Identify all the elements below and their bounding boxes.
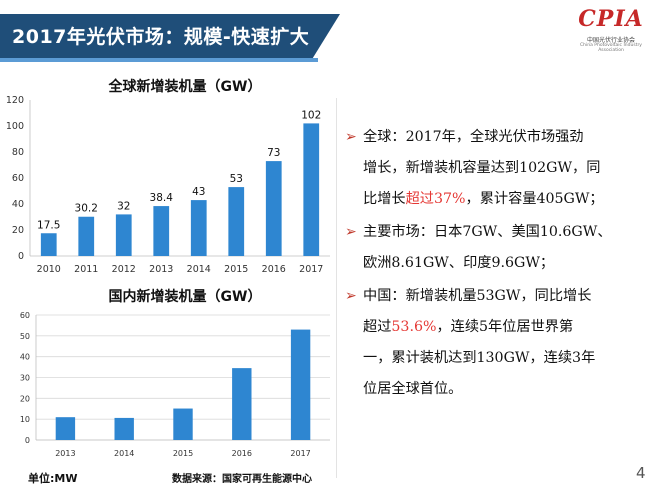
x-tick-label: 2015 — [224, 264, 248, 275]
y-tick-label: 30 — [20, 374, 30, 383]
x-tick-label: 2013 — [149, 264, 173, 275]
data-label: 32 — [117, 200, 130, 212]
bar-2016 — [232, 368, 252, 440]
bullet-text: 超过 — [363, 319, 392, 335]
x-tick-label: 2010 — [37, 264, 61, 275]
bullet-text: 中国：新增装机量53GW，同比增长 — [363, 288, 592, 304]
y-tick-label: 100 — [6, 121, 24, 132]
bar-2017 — [290, 329, 311, 440]
logo-sub-en-text: China Photovoltaic Industry Association — [580, 43, 642, 53]
arrow-bullet-icon: ➢ — [345, 129, 357, 145]
x-tick-label: 2012 — [112, 264, 136, 275]
bar-2015 — [228, 187, 245, 256]
bullet-line: 主要市场：日本7GW、美国10.6GW、 — [363, 217, 655, 248]
cpia-logo: CPIA 中国光伏行业协会 China Photovoltaic Industr… — [568, 6, 654, 53]
bullet-text: 全球：2017年，全球光伏市场强劲 — [363, 129, 584, 145]
bullet-text: 位居全球首位。 — [363, 381, 463, 397]
data-source: 数据来源：国家可再生能源中心 — [172, 474, 312, 485]
logo-sub-text: 中国光伏行业协会 — [586, 37, 635, 44]
y-tick-label: 40 — [20, 353, 30, 362]
highlight-text: 超过37% — [405, 191, 466, 207]
bullet-text: 比增长 — [363, 191, 406, 207]
x-tick-label: 2017 — [290, 449, 310, 458]
bullet-line: 超过53.6%，连续5年位居世界第 — [363, 312, 655, 343]
bullet-text: ，连续5年位居世界第 — [436, 319, 574, 335]
title-bar: 2017年光伏市场：规模-快速扩大 — [0, 14, 340, 58]
x-tick-label: 2015 — [173, 449, 193, 458]
bar-2014 — [190, 200, 207, 256]
bullet-item: ➢ 主要市场：日本7GW、美国10.6GW、 欧洲8.61GW、印度9.6GW； — [343, 217, 655, 279]
bar-2015 — [173, 408, 193, 440]
bullet-line: 一，累计装机达到130GW，连续3年 — [363, 343, 655, 374]
title-bar-accent — [0, 58, 318, 62]
x-tick-label: 2017 — [299, 264, 323, 275]
highlight-text: 53.6% — [391, 319, 437, 335]
y-tick-label: 20 — [20, 394, 30, 403]
y-tick-label: 0 — [25, 436, 30, 445]
domestic-chart-title: 国内新增装机量（GW） — [108, 289, 262, 305]
bullet-line: 比增长超过37%，累计容量405GW； — [363, 184, 655, 215]
bar-2010 — [40, 233, 57, 256]
bullet-line: 全球：2017年，全球光伏市场强劲 — [363, 122, 655, 153]
data-label: 43 — [192, 186, 205, 198]
bar-2011 — [78, 216, 95, 256]
bar-2012 — [115, 214, 132, 256]
x-tick-label: 2013 — [55, 449, 75, 458]
bullet-item: ➢ 中国：新增装机量53GW，同比增长 超过53.6%，连续5年位居世界第 一，累计装… — [343, 281, 655, 405]
bullet-line: 增长，新增装机容量达到102GW，同 — [363, 153, 655, 184]
bullet-line: 中国：新增装机量53GW，同比增长 — [363, 281, 655, 312]
data-label: 38.4 — [150, 192, 174, 204]
data-label: 102 — [301, 109, 321, 121]
global-chart-title: 全球新增装机量（GW） — [108, 79, 262, 95]
arrow-bullet-icon: ➢ — [345, 288, 357, 304]
bar-2014 — [114, 417, 134, 440]
data-label: 17.5 — [37, 219, 60, 231]
y-tick-label: 50 — [20, 332, 30, 341]
y-tick-label: 120 — [6, 95, 24, 106]
x-tick-label: 2016 — [262, 264, 286, 275]
bullet-text: 欧洲8.61GW、印度9.6GW； — [363, 255, 555, 271]
bullet-item: ➢ 全球：2017年，全球光伏市场强劲 增长，新增装机容量达到102GW，同 比增长超… — [343, 122, 655, 215]
bullet-text: ，累计容量405GW； — [465, 191, 604, 207]
x-tick-label: 2014 — [187, 264, 211, 275]
y-tick-label: 10 — [20, 415, 30, 424]
y-tick-label: 40 — [12, 199, 24, 210]
y-tick-label: 60 — [20, 311, 30, 320]
slide-title: 2017年光伏市场：规模-快速扩大 — [12, 26, 310, 48]
x-tick-label: 2011 — [74, 264, 98, 275]
bullet-line: 欧洲8.61GW、印度9.6GW； — [363, 248, 655, 279]
unit-label: 单位:MW — [28, 472, 78, 485]
global-installations-chart: 0 20 40 60 80 100 120 2010 17.5 2011 30.2 2012 32 201… — [6, 95, 330, 275]
y-tick-label: 20 — [12, 225, 24, 236]
page-number: 4 — [636, 464, 646, 482]
bar-2017 — [303, 123, 320, 257]
domestic-installations-chart: 0 10 20 30 40 50 60 2013 2014 2015 2016 2017 — [20, 311, 330, 458]
bullet-text: 增长，新增装机容量达到102GW，同 — [363, 160, 601, 176]
arrow-bullet-icon: ➢ — [345, 224, 357, 240]
x-tick-label: 2016 — [232, 449, 252, 458]
divider — [336, 98, 337, 478]
bullet-line: 位居全球首位。 — [363, 374, 655, 405]
bar-2013 — [55, 417, 76, 440]
y-tick-label: 80 — [12, 147, 24, 158]
data-label: 30.2 — [75, 203, 98, 215]
bullet-text: 主要市场：日本7GW、美国10.6GW、 — [363, 224, 612, 240]
bullet-text: 一，累计装机达到130GW，连续3年 — [363, 350, 596, 366]
bar-2016 — [265, 161, 282, 256]
y-tick-label: 0 — [18, 251, 24, 262]
data-label: 53 — [230, 173, 243, 185]
bar-2013 — [153, 206, 170, 256]
y-tick-label: 60 — [12, 173, 24, 184]
logo-main-text: CPIA — [578, 6, 644, 32]
x-tick-label: 2014 — [114, 449, 134, 458]
data-label: 73 — [267, 147, 280, 159]
bullet-list: ➢ 全球：2017年，全球光伏市场强劲 增长，新增装机容量达到102GW，同 比增长超… — [343, 122, 655, 407]
